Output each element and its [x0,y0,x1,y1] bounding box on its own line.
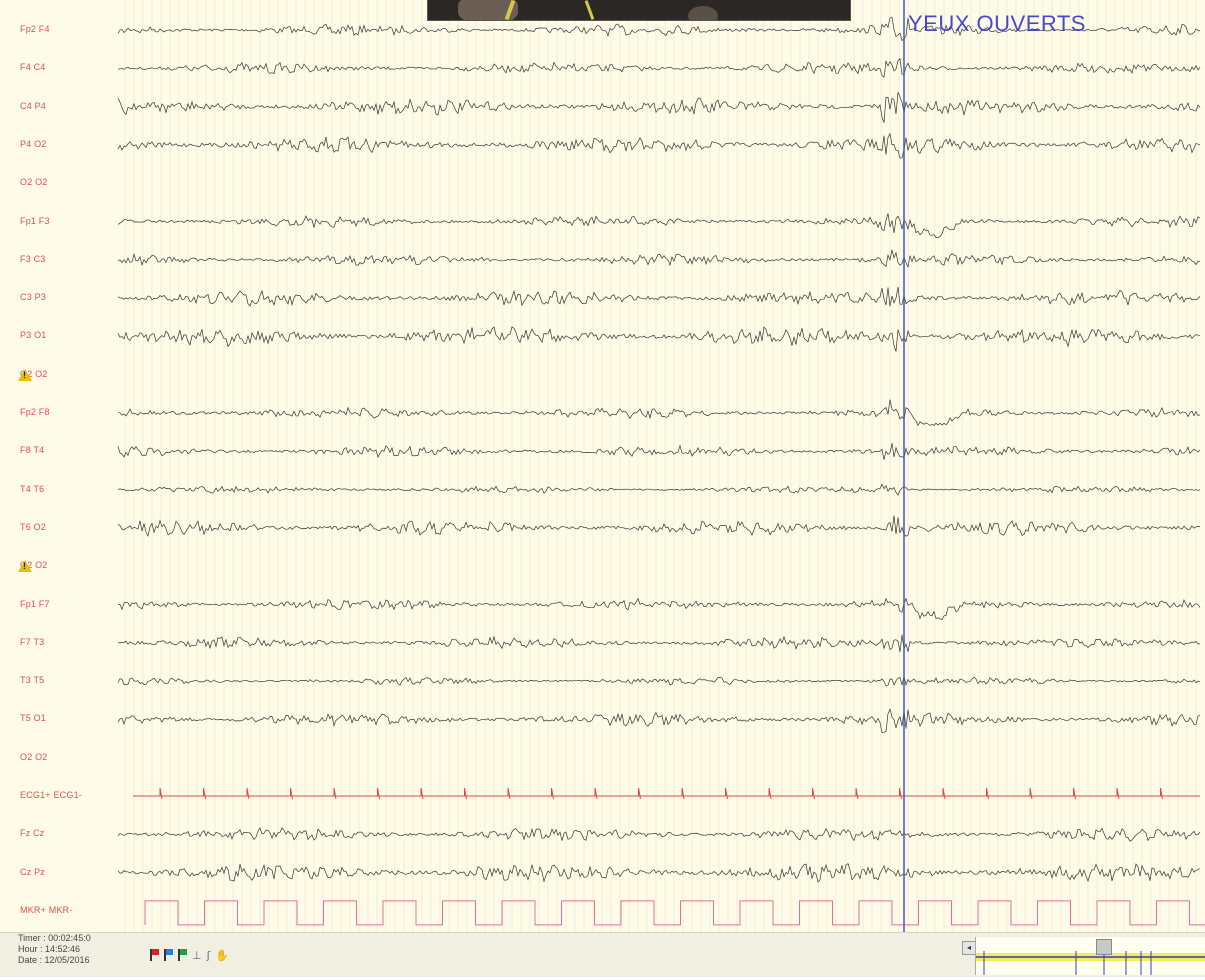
video-thumbnail[interactable] [427,0,851,21]
timer-text: Timer : 00:02:45:0 [18,933,91,943]
channel-label[interactable]: F3 C3 [20,253,46,264]
channel-label[interactable]: MKR+ MKR- [20,904,73,915]
eeg-traces[interactable] [0,0,1205,932]
channel-label[interactable]: O2 O2 [20,177,48,188]
channel-label[interactable]: C3 P3 [20,292,47,303]
channel-label[interactable]: Cz Pz [20,866,46,877]
eeg-trace [117,443,1201,460]
warning-icon[interactable] [18,560,32,573]
scroll-left-button[interactable]: ◂ [962,941,976,955]
channel-label[interactable]: T6 O2 [20,521,47,532]
date-text: Date : 12/05/2016 [18,955,90,965]
eeg-trace [117,286,1201,307]
marker-trace [144,900,1205,926]
channel-label[interactable]: T3 T5 [20,675,45,686]
video-cable-shape [584,0,595,20]
wave-tool-icon[interactable]: ʃ [206,948,211,962]
channel-label[interactable]: C4 P4 [20,100,47,111]
time-info: Timer : 00:02:45:0 Hour : 14:52:46 Date … [18,933,91,966]
channel-label[interactable]: ECG1+ ECG1- [20,790,82,800]
eeg-trace [117,515,1201,537]
eeg-trace [117,213,1201,238]
eeg-trace [117,597,1201,621]
blue-flag-icon[interactable] [164,949,173,961]
channel-label[interactable]: F4 C4 [20,62,46,73]
marker-toolbar: ⊥ ʃ ✋ [150,947,229,963]
channel-label[interactable]: T4 T6 [20,483,45,494]
channel-label[interactable]: O2 O2 [20,560,48,571]
eeg-trace [117,132,1201,159]
ecg-trace [133,787,1200,800]
channel-label[interactable]: Fp2 F8 [20,407,50,417]
eeg-trace [117,708,1201,734]
video-object-shape [688,6,718,20]
eeg-trace [117,634,1201,652]
eeg-trace [117,92,1201,123]
eeg-trace [117,483,1201,496]
ground-icon[interactable]: ⊥ [192,948,202,962]
video-person-shape [458,0,518,20]
warning-icon[interactable] [18,368,32,381]
eeg-trace [117,399,1201,427]
eeg-trace [117,676,1201,687]
red-flag-icon[interactable] [150,949,159,961]
channel-label[interactable]: Fz Cz [20,828,45,839]
eeg-trace [117,57,1201,79]
channel-label[interactable]: Fp2 F4 [20,24,50,34]
channel-label[interactable]: Fp1 F7 [20,598,50,609]
eeg-trace [117,827,1201,842]
eeg-trace [117,249,1201,269]
eeg-trace [117,16,1201,42]
status-bar: Timer : 00:02:45:0 Hour : 14:52:46 Date … [0,932,1205,977]
hand-tool-icon[interactable]: ✋ [215,948,229,962]
recording-overview[interactable] [975,937,1205,975]
channel-label[interactable]: P4 O2 [20,138,47,149]
overview-track[interactable] [976,937,1205,975]
channel-label[interactable]: P3 O1 [20,330,47,341]
eeg-trace [117,326,1201,352]
green-flag-icon[interactable] [178,949,187,961]
channel-label[interactable]: O2 O2 [20,368,48,379]
channel-label[interactable]: F7 T3 [20,636,45,647]
overview-thumb[interactable] [1096,939,1112,955]
channel-label[interactable]: O2 O2 [20,751,48,762]
eeg-trace [117,863,1201,883]
hour-text: Hour : 14:52:46 [18,944,81,954]
channel-label[interactable]: Fp1 F3 [20,215,50,226]
channel-label[interactable]: T5 O1 [20,713,47,724]
channel-label[interactable]: F8 T4 [20,445,45,456]
event-annotation[interactable]: YEUX OUVERTS [908,11,1086,36]
